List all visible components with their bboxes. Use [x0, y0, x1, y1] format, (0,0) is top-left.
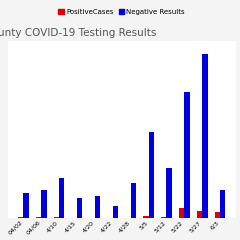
- Legend: PositiveCases, Negative Results: PositiveCases, Negative Results: [55, 6, 188, 18]
- Bar: [131, 183, 136, 218]
- Bar: [95, 196, 100, 218]
- Text: unty COVID-19 Testing Results: unty COVID-19 Testing Results: [0, 28, 157, 38]
- Bar: [113, 206, 118, 218]
- Bar: [18, 217, 23, 218]
- Bar: [202, 54, 208, 218]
- Bar: [166, 168, 172, 218]
- Bar: [184, 92, 190, 218]
- Bar: [41, 191, 47, 218]
- Bar: [143, 216, 149, 218]
- Bar: [23, 193, 29, 218]
- Bar: [161, 217, 166, 218]
- Bar: [36, 217, 41, 218]
- Bar: [179, 208, 184, 218]
- Bar: [220, 191, 225, 218]
- Bar: [54, 217, 59, 218]
- Bar: [59, 178, 64, 218]
- Bar: [149, 132, 154, 218]
- Bar: [77, 198, 82, 218]
- Bar: [215, 212, 220, 218]
- Bar: [197, 211, 202, 218]
